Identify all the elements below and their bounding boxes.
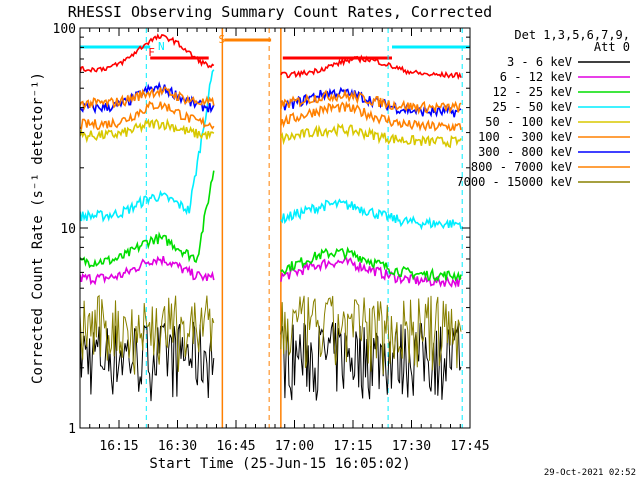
series-line-800-7000kev (80, 86, 215, 111)
legend-label: 7000 - 15000 keV (456, 175, 572, 189)
timestamp: 29-Oct-2021 02:52 (544, 468, 636, 478)
x-tick-label: 17:45 (450, 439, 489, 454)
flag-letter-f: F (148, 46, 155, 59)
legend-label: 100 - 300 keV (478, 130, 572, 144)
series-line-top-red (280, 54, 462, 80)
chart-title: RHESSI Observing Summary Count Rates, Co… (68, 3, 492, 21)
flag-letter-n: N (158, 40, 165, 53)
series-line-7000-15000kev (280, 295, 462, 375)
y-tick-label: 1 (68, 422, 76, 437)
plot-frame (79, 27, 471, 429)
x-axis-label: Start Time (25-Jun-15 16:05:02) (149, 456, 410, 472)
y-tick-label: 100 (53, 22, 76, 37)
x-tick-label: 16:15 (99, 439, 138, 454)
legend-label: 300 - 800 keV (478, 145, 572, 159)
x-tick-label: 17:30 (392, 439, 431, 454)
legend-header-line-2: Att 0 (594, 40, 630, 54)
legend-label: 25 - 50 keV (493, 100, 572, 114)
series-line-7000-15000kev (80, 294, 215, 375)
legend-label: 3 - 6 keV (507, 55, 572, 69)
series-line-top-red (80, 33, 215, 73)
flag-letter-s: S (218, 33, 225, 46)
legend-label: 6 - 12 keV (500, 70, 572, 84)
x-tick-label: 16:45 (216, 439, 255, 454)
series-line-3-6kev (280, 322, 462, 401)
x-tick-label: 17:00 (275, 439, 314, 454)
legend-header-line-1: Det 1,3,5,6,7,9, (514, 28, 630, 42)
series-line-100-300kev (80, 100, 215, 131)
series-line-12-25kev (80, 170, 215, 269)
series-line-50-100kev (280, 122, 462, 149)
series-line-25-50kev (80, 69, 215, 223)
series-line-6-12kev (80, 255, 215, 286)
axis-ticks: 16:15 16:30 16:45 17:00 17:15 17:30 17:45 1 10 10… (53, 22, 490, 454)
y-axis-label: Corrected Count Rate (s⁻¹ detector⁻¹) (30, 72, 46, 384)
y-tick-label: 10 (60, 222, 76, 237)
x-tick-label: 17:15 (333, 439, 372, 454)
series-line-12-25kev (280, 246, 462, 282)
series-line-50-100kev (80, 117, 215, 144)
x-tick-label: 16:30 (158, 439, 197, 454)
legend-label: 800 - 7000 keV (471, 160, 572, 174)
legend-label: 12 - 25 keV (493, 85, 572, 99)
series-line-100-300kev (280, 100, 462, 132)
series-line-25-50kev (280, 198, 462, 231)
series-line-800-7000kev (280, 88, 462, 115)
series-line-300-800kev (280, 86, 462, 118)
legend-label: 50 - 100 keV (485, 115, 572, 129)
plot-area: F N S (80, 28, 470, 428)
